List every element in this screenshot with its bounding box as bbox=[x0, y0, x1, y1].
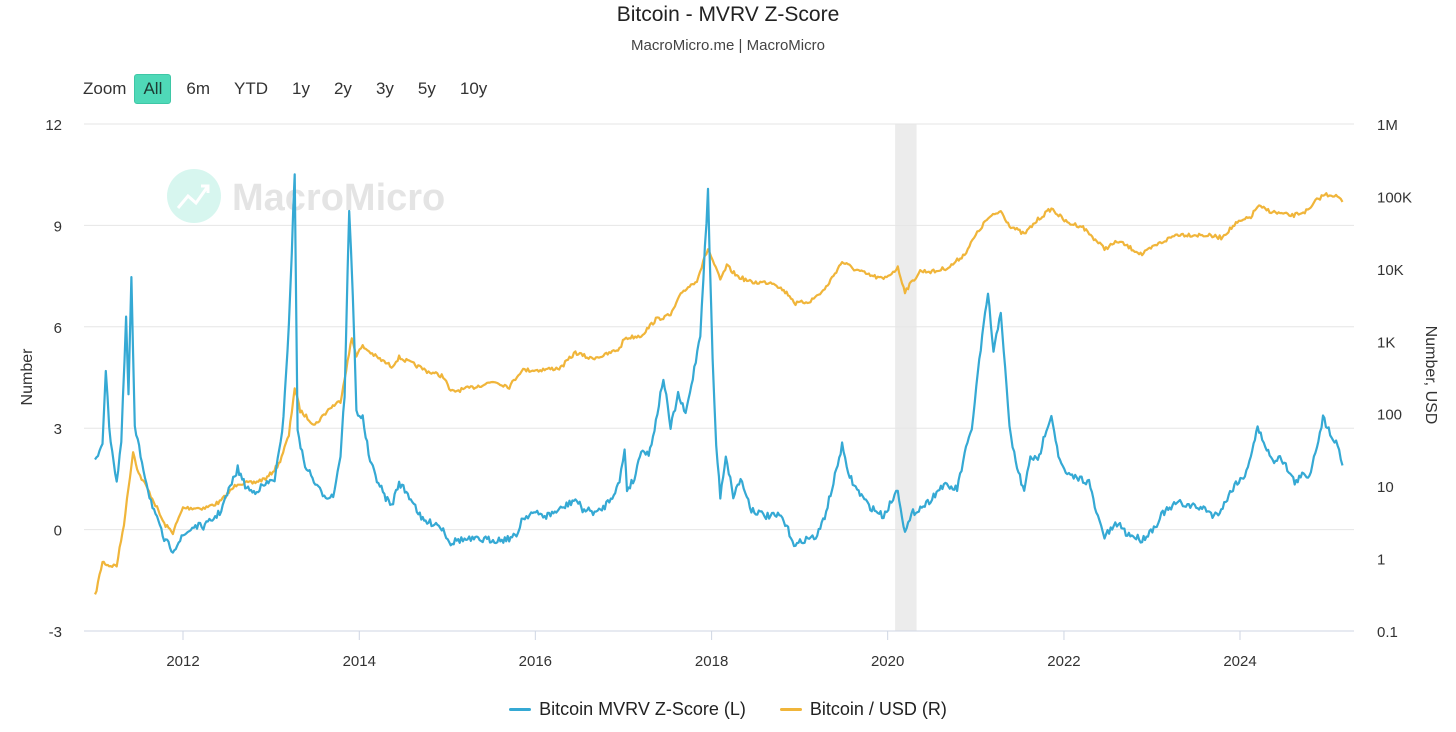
y-right-tick-label: 1M bbox=[1377, 117, 1398, 134]
series-line-mvrv-zscore bbox=[94, 173, 1344, 554]
legend-item-mvrv[interactable]: Bitcoin MVRV Z-Score (L) bbox=[509, 699, 746, 720]
y-left-tick-label: -3 bbox=[49, 624, 62, 641]
zoom-button-all[interactable]: All bbox=[134, 74, 172, 104]
legend: Bitcoin MVRV Z-Score (L) Bitcoin / USD (… bbox=[0, 699, 1456, 720]
shaded-band-layer bbox=[895, 124, 917, 631]
zoom-button-5y[interactable]: 5y bbox=[417, 79, 436, 98]
x-tick-label: 2014 bbox=[343, 653, 376, 670]
zoom-button-6m[interactable]: 6m bbox=[186, 79, 210, 98]
legend-label-mvrv: Bitcoin MVRV Z-Score (L) bbox=[539, 699, 746, 719]
y-left-tick-label: 9 bbox=[54, 218, 62, 235]
zoom-button-ytd[interactable]: YTD bbox=[234, 79, 268, 98]
x-tick-label: 2012 bbox=[166, 653, 199, 670]
y-left-tick-label: 12 bbox=[45, 117, 62, 134]
legend-label-price: Bitcoin / USD (R) bbox=[809, 699, 947, 719]
legend-swatch-mvrv bbox=[509, 708, 532, 711]
x-tick-label: 2022 bbox=[1047, 653, 1080, 670]
zoom-label: Zoom bbox=[83, 79, 127, 98]
y-right-tick-label: 0.1 bbox=[1377, 624, 1398, 641]
legend-swatch-price bbox=[779, 708, 802, 711]
zoom-button-3y[interactable]: 3y bbox=[375, 79, 394, 98]
y-right-tick-label: 10K bbox=[1377, 262, 1404, 279]
axes: 12 9 6 3 0 -3 1M 100K 10K 1K 100 10 1 0.1 2012 2014 2016… bbox=[19, 117, 1439, 670]
series-line-bitcoin-usd bbox=[94, 192, 1344, 595]
chart-title: Bitcoin - MVRV Z-Score bbox=[616, 3, 840, 26]
y-left-tick-label: 3 bbox=[54, 421, 62, 438]
y-right-tick-label: 1K bbox=[1377, 334, 1395, 351]
zoom-button-1y[interactable]: 1y bbox=[292, 79, 310, 98]
series-layer bbox=[94, 173, 1344, 595]
x-tick-label: 2016 bbox=[519, 653, 552, 670]
x-tick-label: 2024 bbox=[1223, 653, 1256, 670]
chart-subtitle: MacroMicro.me | MacroMicro bbox=[631, 37, 825, 54]
zoom-button-10y[interactable]: 10y bbox=[459, 79, 488, 98]
zoom-bar: Zoom All 6m YTD 1y 2y 3y 5y 10y bbox=[83, 74, 502, 104]
x-tick-label: 2018 bbox=[695, 653, 728, 670]
watermark-logo: MacroMicro bbox=[167, 169, 445, 223]
watermark-text: MacroMicro bbox=[232, 177, 445, 219]
x-tick-label: 2020 bbox=[871, 653, 904, 670]
y-left-tick-label: 6 bbox=[54, 320, 62, 337]
y-right-tick-label: 1 bbox=[1377, 552, 1385, 569]
y-right-tick-label: 10 bbox=[1377, 479, 1394, 496]
zoom-button-2y[interactable]: 2y bbox=[333, 79, 352, 98]
recession-band bbox=[895, 124, 917, 631]
y-right-tick-label: 100K bbox=[1377, 189, 1412, 206]
legend-item-price[interactable]: Bitcoin / USD (R) bbox=[779, 699, 947, 720]
y-right-axis-title: Number, USD bbox=[1422, 326, 1439, 425]
y-left-axis-title: Number bbox=[19, 348, 36, 406]
y-left-tick-label: 0 bbox=[54, 523, 62, 540]
y-right-tick-label: 100 bbox=[1377, 407, 1402, 424]
